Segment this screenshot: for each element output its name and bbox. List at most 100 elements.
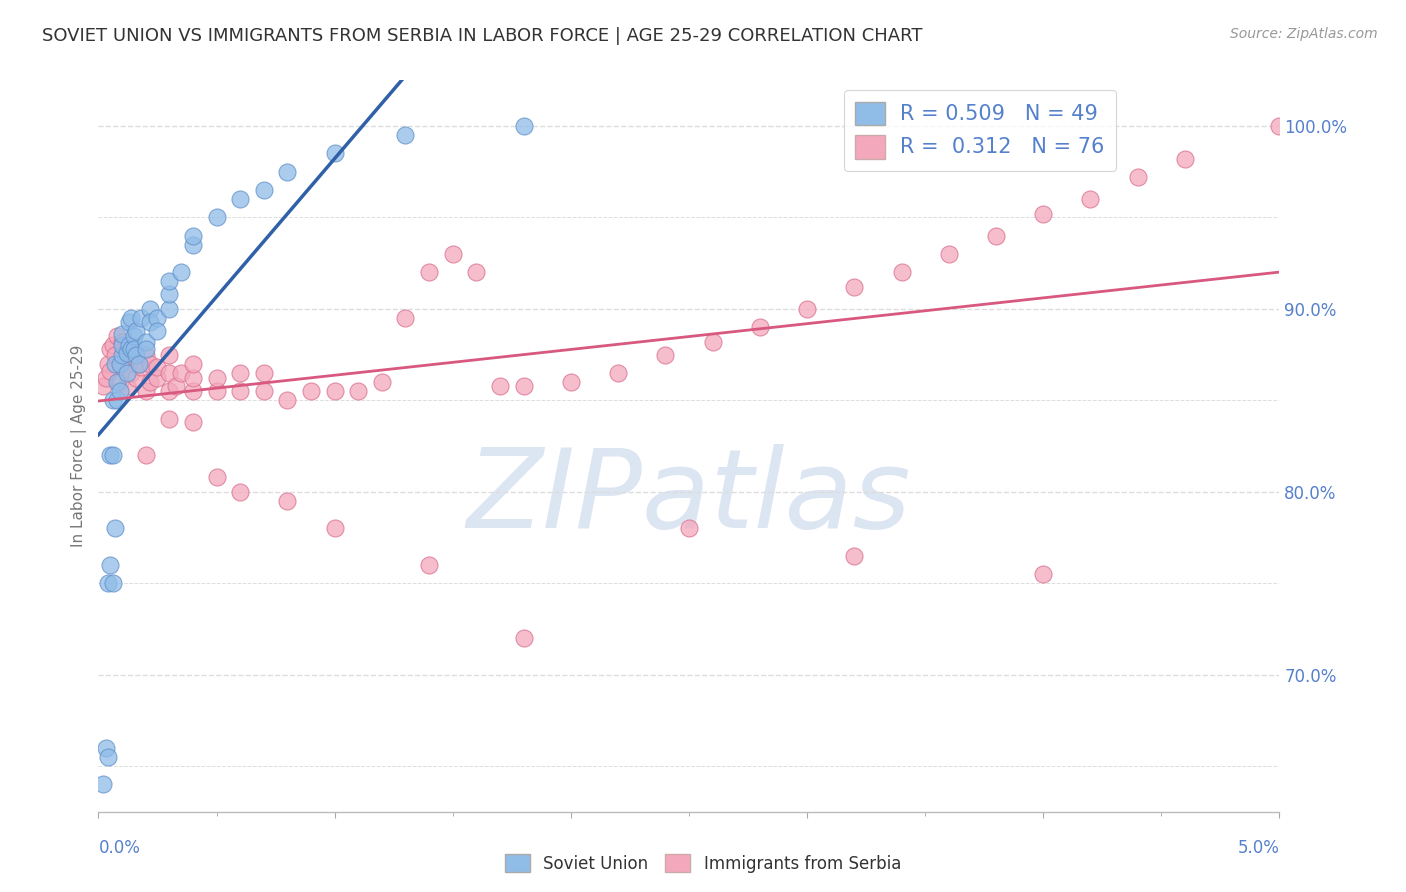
Point: [181, 237, 204, 252]
Point: [560, 375, 582, 389]
Point: [98, 448, 121, 462]
Point: [323, 521, 346, 535]
Point: [607, 366, 630, 380]
Point: [229, 192, 252, 206]
Point: [115, 345, 138, 359]
Point: [418, 558, 440, 572]
Point: [118, 338, 141, 352]
Point: [105, 329, 128, 343]
Text: 0.0%: 0.0%: [98, 839, 141, 857]
Point: [276, 393, 298, 408]
Point: [165, 378, 187, 392]
Point: [104, 521, 127, 535]
Point: [128, 357, 150, 371]
Point: [121, 366, 143, 380]
Point: [748, 320, 770, 334]
Point: [98, 364, 121, 378]
Point: [91, 378, 114, 392]
Point: [146, 324, 169, 338]
Point: [205, 470, 228, 484]
Point: [205, 384, 228, 399]
Point: [135, 342, 157, 356]
Point: [157, 411, 180, 425]
Point: [512, 378, 534, 392]
Point: [125, 324, 148, 338]
Point: [181, 228, 204, 243]
Point: [299, 384, 322, 399]
Point: [181, 415, 204, 429]
Legend: Soviet Union, Immigrants from Serbia: Soviet Union, Immigrants from Serbia: [498, 847, 908, 880]
Point: [938, 247, 960, 261]
Point: [146, 310, 169, 325]
Point: [1032, 207, 1054, 221]
Point: [253, 384, 276, 399]
Point: [122, 342, 145, 356]
Point: [129, 310, 152, 325]
Point: [229, 484, 252, 499]
Text: Source: ZipAtlas.com: Source: ZipAtlas.com: [1230, 27, 1378, 41]
Point: [108, 375, 131, 389]
Point: [115, 378, 138, 392]
Point: [139, 357, 162, 371]
Point: [157, 274, 180, 288]
Point: [512, 631, 534, 645]
Point: [135, 448, 157, 462]
Point: [146, 371, 169, 385]
Point: [394, 128, 416, 142]
Point: [323, 146, 346, 161]
Point: [229, 384, 252, 399]
Point: [844, 280, 866, 294]
Point: [108, 357, 131, 371]
Point: [157, 366, 180, 380]
Point: [111, 347, 134, 362]
Point: [229, 366, 252, 380]
Point: [94, 740, 117, 755]
Point: [465, 265, 488, 279]
Point: [253, 183, 276, 197]
Point: [702, 334, 724, 349]
Point: [128, 357, 150, 371]
Point: [111, 360, 134, 375]
Point: [139, 301, 162, 316]
Point: [157, 347, 180, 362]
Point: [97, 357, 120, 371]
Point: [101, 448, 124, 462]
Point: [111, 327, 134, 342]
Y-axis label: In Labor Force | Age 25-29: In Labor Force | Age 25-29: [72, 345, 87, 547]
Point: [890, 265, 912, 279]
Point: [101, 338, 124, 352]
Point: [121, 342, 143, 356]
Point: [984, 228, 1007, 243]
Point: [170, 265, 193, 279]
Point: [146, 360, 169, 375]
Point: [122, 329, 145, 343]
Point: [135, 347, 157, 362]
Point: [1126, 170, 1149, 185]
Point: [157, 384, 180, 399]
Point: [98, 558, 121, 572]
Point: [105, 393, 128, 408]
Point: [108, 384, 131, 399]
Point: [441, 247, 464, 261]
Point: [276, 493, 298, 508]
Point: [1032, 567, 1054, 582]
Point: [157, 287, 180, 301]
Text: ZIPatlas: ZIPatlas: [467, 443, 911, 550]
Point: [1268, 119, 1291, 133]
Point: [371, 375, 394, 389]
Point: [139, 375, 162, 389]
Point: [91, 777, 114, 791]
Point: [844, 549, 866, 563]
Point: [1080, 192, 1102, 206]
Point: [796, 301, 818, 316]
Text: SOVIET UNION VS IMMIGRANTS FROM SERBIA IN LABOR FORCE | AGE 25-29 CORRELATION CH: SOVIET UNION VS IMMIGRANTS FROM SERBIA I…: [42, 27, 922, 45]
Point: [181, 357, 204, 371]
Point: [181, 371, 204, 385]
Point: [118, 315, 141, 329]
Point: [157, 301, 180, 316]
Point: [94, 371, 117, 385]
Point: [135, 384, 157, 399]
Point: [170, 366, 193, 380]
Point: [678, 521, 700, 535]
Point: [97, 576, 120, 591]
